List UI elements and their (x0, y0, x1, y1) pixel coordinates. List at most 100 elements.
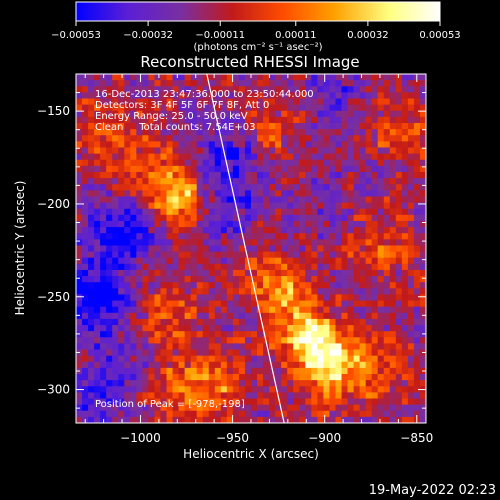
heatmap-cell (281, 227, 288, 234)
heatmap-cell (196, 190, 204, 198)
heatmap-cell (311, 386, 318, 393)
heatmap-cell (142, 171, 150, 179)
heatmap-cell (275, 410, 282, 418)
heatmap-cell (208, 355, 216, 363)
heatmap-cell (190, 380, 198, 387)
y-axis: −150−200−250−300 (37, 73, 426, 409)
heatmap-cell (82, 233, 89, 240)
heatmap-cell (88, 318, 95, 326)
heatmap-cell (293, 312, 300, 320)
heatmap-cell (419, 257, 426, 265)
heatmap-cell (365, 159, 373, 167)
heatmap-cell (263, 398, 270, 406)
heatmap-cell (275, 129, 282, 136)
heatmap-cell (401, 190, 409, 198)
heatmap-cell (317, 398, 325, 406)
heatmap-cell (214, 147, 222, 155)
heatmap-cell (407, 288, 415, 296)
heatmap-cell (208, 343, 216, 351)
heatmap-cell (317, 141, 325, 149)
heatmap-cell (166, 74, 174, 81)
heatmap-cell (287, 251, 294, 259)
heatmap-cell (281, 300, 288, 308)
heatmap-cell (184, 233, 192, 240)
heatmap-cell (263, 184, 270, 191)
heatmap-cell (232, 178, 240, 185)
heatmap-cell (88, 325, 95, 332)
heatmap-cell (172, 233, 180, 240)
heatmap-cell (130, 251, 137, 259)
heatmap-cell (329, 367, 337, 375)
heatmap-cell (335, 74, 343, 81)
heatmap-cell (88, 251, 95, 259)
heatmap-cell (329, 300, 337, 308)
heatmap-cell (419, 116, 426, 124)
heatmap-cell (383, 147, 391, 155)
heatmap-cell (226, 312, 234, 320)
heatmap-cell (335, 165, 343, 173)
annotation-method-counts: Clean Total counts: 7.54E+03 (95, 122, 255, 133)
heatmap-cell (335, 380, 343, 387)
heatmap-cell (395, 129, 403, 136)
heatmap-cell (244, 122, 252, 130)
heatmap-cell (329, 263, 337, 271)
heatmap-cell (244, 355, 252, 363)
heatmap-cell (323, 386, 331, 393)
heatmap-cell (124, 110, 131, 118)
heatmap-cell (293, 398, 300, 406)
heatmap-cell (269, 331, 276, 338)
heatmap-cell (190, 367, 198, 375)
heatmap-cell (190, 190, 198, 198)
heatmap-cell (238, 312, 246, 320)
heatmap-cell (178, 325, 186, 332)
heatmap-cell (263, 263, 270, 271)
heatmap-cell (275, 416, 282, 423)
heatmap-cell (76, 416, 83, 423)
heatmap-cell (88, 276, 95, 283)
heatmap-cell (184, 147, 192, 155)
heatmap-cell (353, 153, 361, 161)
heatmap-cell (100, 178, 107, 185)
heatmap-cell (353, 410, 361, 418)
heatmap-cell (347, 257, 355, 265)
heatmap-cell (269, 245, 276, 253)
heatmap-cell (329, 214, 337, 222)
heatmap-cell (148, 122, 156, 130)
heatmap-cell (82, 386, 89, 393)
heatmap-cell (287, 110, 294, 118)
heatmap-cell (226, 318, 234, 326)
heatmap-cell (407, 349, 415, 357)
heatmap-cell (251, 98, 258, 106)
heatmap-cell (323, 374, 331, 381)
heatmap-cell (269, 392, 276, 400)
heatmap-cell (413, 367, 421, 375)
heatmap-cell (76, 184, 83, 191)
heatmap-cell (365, 337, 373, 344)
heatmap-cell (160, 86, 168, 93)
heatmap-cell (154, 86, 162, 93)
heatmap-cell (311, 331, 318, 338)
heatmap-cell (172, 263, 180, 271)
heatmap-cell (94, 294, 101, 302)
heatmap-cell (311, 135, 318, 142)
heatmap-cell (299, 122, 306, 130)
heatmap-cell (377, 355, 385, 363)
heatmap-cell (365, 380, 373, 387)
heatmap-cell (251, 178, 258, 185)
heatmap-cell (208, 159, 216, 167)
heatmap-cell (323, 214, 331, 222)
heatmap-cell (401, 282, 409, 289)
heatmap-cell (190, 116, 198, 124)
heatmap-cell (160, 74, 168, 81)
heatmap-cell (263, 282, 270, 289)
heatmap-cell (118, 178, 125, 185)
heatmap-cell (287, 355, 294, 363)
heatmap-cell (251, 141, 258, 149)
heatmap-cell (401, 263, 409, 271)
heatmap-cell (305, 190, 312, 198)
heatmap-cell (353, 257, 361, 265)
heatmap-cell (232, 312, 240, 320)
heatmap-cell (395, 276, 403, 283)
heatmap-cell (389, 318, 397, 326)
heatmap-cell (226, 110, 234, 118)
